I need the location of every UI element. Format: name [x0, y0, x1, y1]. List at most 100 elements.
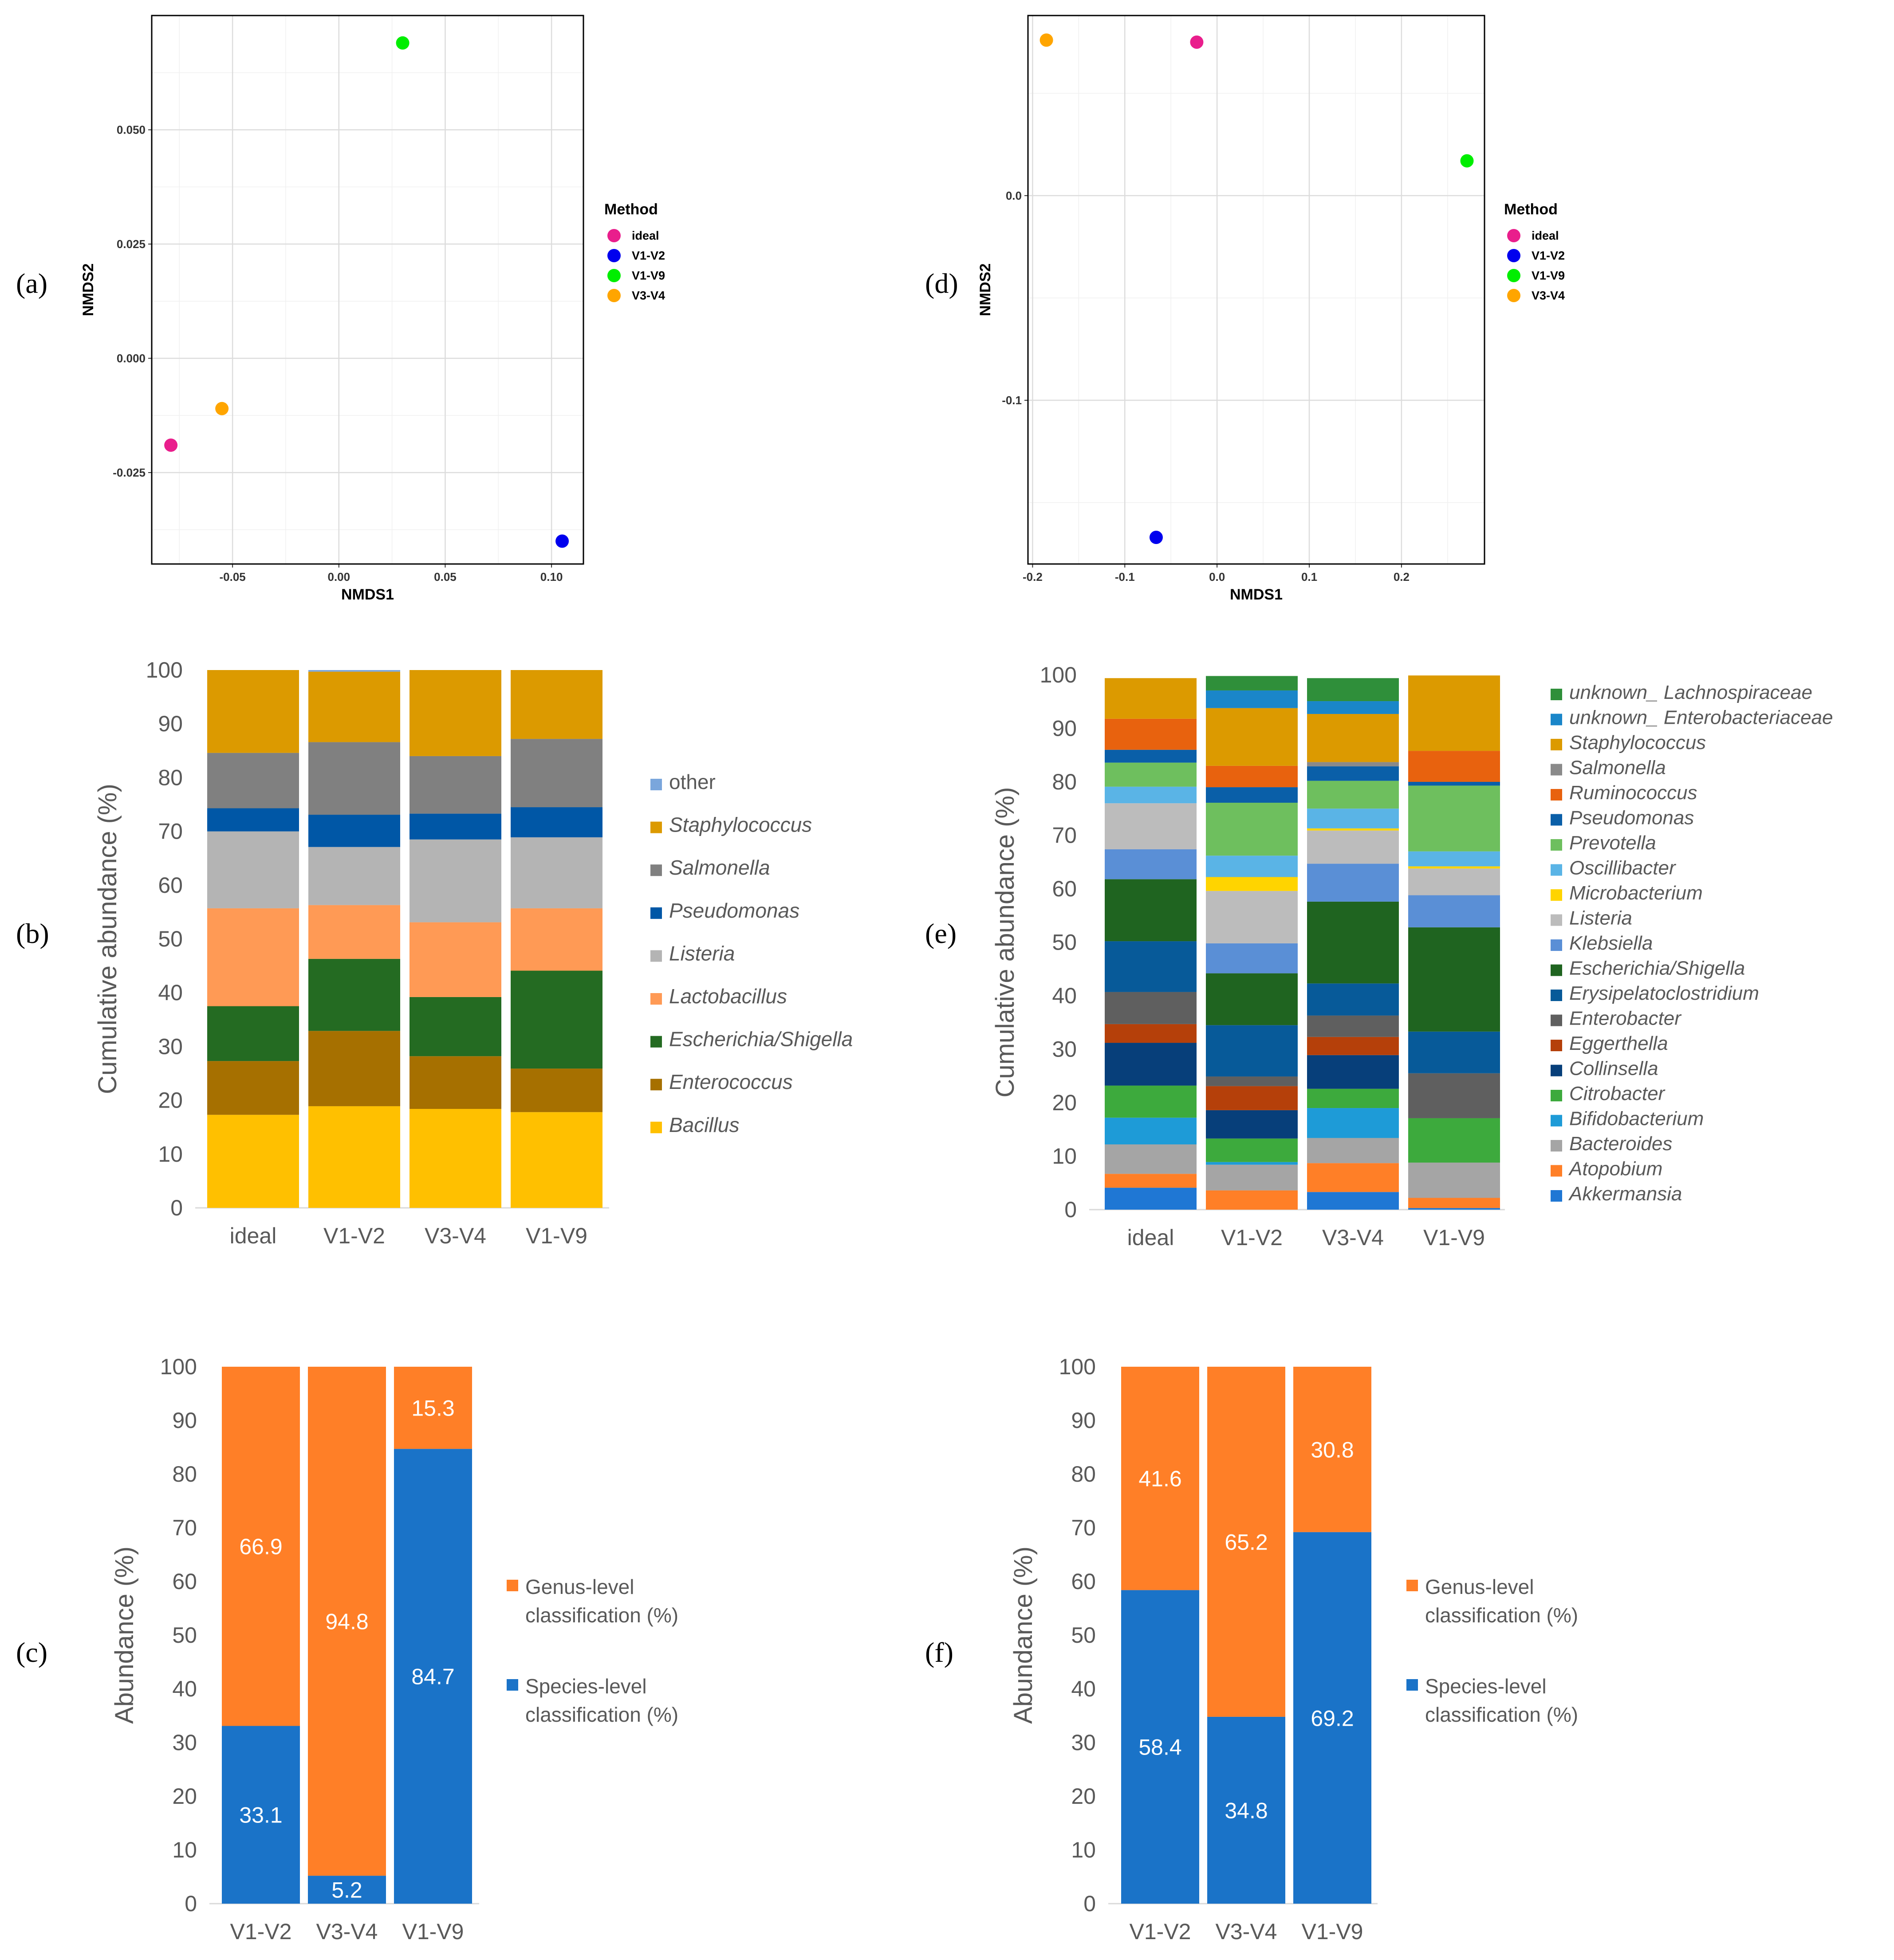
legend-label: Staphylococcus	[1569, 732, 1706, 753]
y-tick-label: 20	[1052, 1090, 1077, 1115]
x-category-label: V1-V9	[1302, 1919, 1363, 1944]
legend-label: V1-V2	[1532, 249, 1565, 262]
bar-segment-pseudomonas	[511, 807, 602, 837]
legend-label-line: Species-level	[525, 1675, 647, 1698]
bar-segment-pseudomonas	[207, 808, 299, 832]
y-tick-label: 10	[1071, 1838, 1096, 1862]
x-category-label: V3-V4	[425, 1223, 486, 1248]
legend-swatch	[1551, 964, 1562, 976]
stacked-bar-chart-e: 0 10 20 30 40 50 60 70 80 90 100 ideal V1-V2 V3-V4 V1-…	[991, 663, 1833, 1250]
y-tick-label: 20	[158, 1088, 183, 1113]
nmds-plot-d: -0.2 -0.1 0.0 0.1 0.2 -0.1 0.0 NMDS1 NMDS2 Method…	[977, 15, 1565, 603]
x-category-label: V1-V9	[1423, 1225, 1485, 1250]
y-tick-label: -0.1	[1002, 394, 1022, 407]
stacked-bar-chart-b: 0 10 20 30 40 50 60 70 80 90 100 ideal V1-V2 V3-V4 V1-…	[93, 658, 853, 1248]
legend-label: Staphylococcus	[669, 813, 812, 836]
bar-segment-akkermansia	[1105, 1187, 1197, 1210]
bar-segment-listeria	[308, 847, 400, 905]
bar-segment-staphylococcus	[511, 670, 602, 739]
bar-segment-bifidobacterium	[1307, 1108, 1399, 1138]
x-category-label: V3-V4	[1216, 1919, 1277, 1944]
bar-segment-enterococcus	[511, 1069, 602, 1112]
y-axis-title: Abundance (%)	[110, 1546, 139, 1724]
x-tick-label: 0.00	[327, 570, 350, 584]
legend-swatch	[1551, 889, 1562, 901]
legend-label: V1-V9	[1532, 269, 1565, 282]
bar-segment-lactobacillus	[207, 908, 299, 1006]
y-tick-label: 50	[1052, 930, 1077, 955]
bar-segment-escherichia-shigella	[1307, 901, 1399, 984]
y-tick-label: 50	[172, 1623, 197, 1648]
plot-border	[151, 15, 584, 565]
legend-swatch	[1551, 739, 1562, 750]
bar-segment-listeria	[1105, 803, 1197, 849]
y-tick-label: 60	[1071, 1569, 1096, 1594]
bar-segment-atopobium	[1307, 1163, 1399, 1192]
legend-label: V3-V4	[1532, 289, 1565, 302]
bar-segment-escherichia-shigella	[1206, 973, 1298, 1025]
y-tick-label: 80	[1071, 1462, 1096, 1487]
data-label: 33.1	[239, 1803, 282, 1828]
x-tick-label: 0.2	[1394, 570, 1410, 584]
bar-segment-lactobacillus	[308, 905, 400, 959]
legend-marker-v3-v4	[607, 289, 621, 302]
point-ideal	[164, 438, 178, 452]
legend-swatch	[1551, 1065, 1562, 1077]
legend-label: Bacteroides	[1569, 1133, 1672, 1155]
legend-label: Pseudomonas	[669, 899, 799, 922]
y-tick-label: 70	[172, 1515, 197, 1540]
point-v3-v4	[215, 402, 229, 415]
legend-label-line: classification (%)	[1425, 1703, 1578, 1726]
y-tick-label: 30	[1052, 1037, 1077, 1062]
bar-segment-ruminococcus	[1105, 718, 1197, 750]
y-axis-title: Cumulative abundance (%)	[93, 784, 122, 1094]
y-axis-title: Abundance (%)	[1009, 1546, 1038, 1724]
y-tick-label: 50	[158, 927, 183, 951]
bar-segment-listeria	[1307, 830, 1399, 864]
classification-bar-chart-f: 0 10 20 30 40 50 60 70 80 90 100 58.4 41.6 V1-V2 34.8 6…	[1009, 1354, 1578, 1944]
legend-label: Akkermansia	[1568, 1183, 1682, 1205]
y-tick-label: 100	[146, 658, 183, 682]
legend-label: Citrobacter	[1569, 1083, 1666, 1104]
bar-segment-pseudomonas	[1105, 749, 1197, 763]
genus-bar-segment	[394, 1367, 472, 1449]
legend-title: Method	[604, 201, 658, 218]
bar-segment-staphylococcus	[1105, 678, 1197, 719]
species-bar-segment	[394, 1449, 472, 1904]
legend-swatch	[650, 907, 662, 919]
y-tick-label: 40	[1052, 983, 1077, 1008]
x-tick-label: -0.2	[1023, 570, 1043, 584]
x-category-label: ideal	[1127, 1225, 1174, 1250]
panel-label-f: (f)	[925, 1637, 953, 1668]
legend-marker-v3-v4	[1507, 289, 1520, 302]
y-tick-label: 90	[1052, 716, 1077, 741]
plot-border	[1027, 15, 1485, 565]
bar-segment-eggerthella	[1105, 1024, 1197, 1043]
legend-label: Collinsella	[1569, 1058, 1658, 1080]
bar-segment-escherichia-shigella	[308, 958, 400, 1031]
bar-segment-pseudomonas	[1408, 782, 1500, 786]
legend-marker-v1-v9	[607, 269, 621, 282]
x-category-label: ideal	[230, 1223, 277, 1248]
bar-segment-citrobacter	[1105, 1085, 1197, 1118]
legend-swatch	[1551, 1140, 1562, 1152]
genus-bar-segment	[308, 1367, 386, 1876]
data-label: 58.4	[1138, 1735, 1181, 1760]
bar-segment-staphylococcus	[207, 670, 299, 753]
legend-label: ideal	[632, 229, 659, 242]
y-tick-label: 60	[172, 1569, 197, 1594]
y-axis-title: Cumulative abundance (%)	[991, 787, 1020, 1098]
bar-segment-lactobacillus	[511, 908, 602, 971]
bar-segment-enterobacter	[1206, 1076, 1298, 1086]
bar-segment-erysipelatoclostridium	[1105, 941, 1197, 992]
bar-segment-prevotella	[1408, 785, 1500, 852]
legend-label-line: classification (%)	[525, 1703, 678, 1726]
bar-segment-atopobium	[1206, 1190, 1298, 1210]
species-bar-segment	[1121, 1590, 1199, 1904]
bar-segment-oscillibacter	[1408, 851, 1500, 867]
y-tick-label: 10	[158, 1142, 183, 1167]
legend-swatch	[1551, 990, 1562, 1001]
y-tick-label: 0.000	[117, 352, 146, 365]
legend-label: unknown_ Enterobacteriaceae	[1569, 707, 1833, 729]
